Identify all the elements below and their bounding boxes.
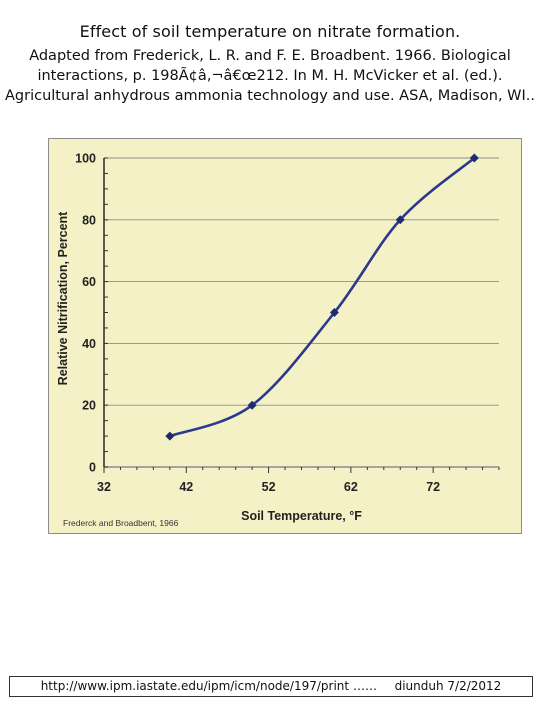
data-point-marker (165, 431, 175, 441)
citation-line: Agricultural anhydrous ammonia technolog… (4, 88, 536, 104)
y-tick-label: 80 (82, 213, 96, 227)
download-credit: diunduh 7/2/2012 (394, 679, 502, 693)
series-line (169, 157, 476, 438)
page-title: Effect of soil temperature on nitrate fo… (79, 22, 461, 41)
x-tick-label: 42 (179, 480, 193, 494)
figure-panel: 0 20 40 60 80 100 32 42 52 62 72 Soil Temperature, … (48, 138, 522, 534)
citation: Adapted from Frederick, L. R. and F. E. … (0, 46, 540, 106)
data-point-marker (329, 308, 339, 317)
y-tick-label: 0 (89, 461, 96, 475)
source-url[interactable]: http://www.ipm.iastate.edu/ipm/icm/node/… (40, 679, 350, 693)
x-tick-label: 32 (97, 480, 111, 494)
data-point-marker (395, 215, 405, 225)
y-axis-label: Relative Nitrification, Percent (56, 211, 70, 386)
footer-ellipsis: …… (352, 679, 377, 693)
y-tick-label: 40 (82, 337, 96, 351)
y-tick-label: 60 (82, 275, 96, 289)
y-tick-label: 100 (75, 152, 96, 166)
chart-annotation: Frederck and Broadbent, 1966 (63, 518, 179, 528)
citation-line: interactions, p. 198Ã¢â‚¬â€œ212. In M. H… (37, 68, 503, 84)
citation-line: Adapted from Frederick, L. R. and F. E. … (29, 48, 511, 64)
x-tick-label: 52 (262, 480, 276, 494)
y-tick-label: 20 (82, 399, 96, 413)
footer-source: http://www.ipm.iastate.edu/ipm/icm/node/… (9, 676, 533, 697)
x-tick-label: 72 (426, 480, 440, 494)
x-axis-label: Soil Temperature, °F (241, 509, 362, 523)
x-tick-label: 62 (344, 480, 358, 494)
data-point-marker (469, 153, 479, 163)
data-point-marker (247, 400, 257, 410)
nitrification-chart: 0 20 40 60 80 100 32 42 52 62 72 Soil Temperature, … (56, 152, 500, 528)
